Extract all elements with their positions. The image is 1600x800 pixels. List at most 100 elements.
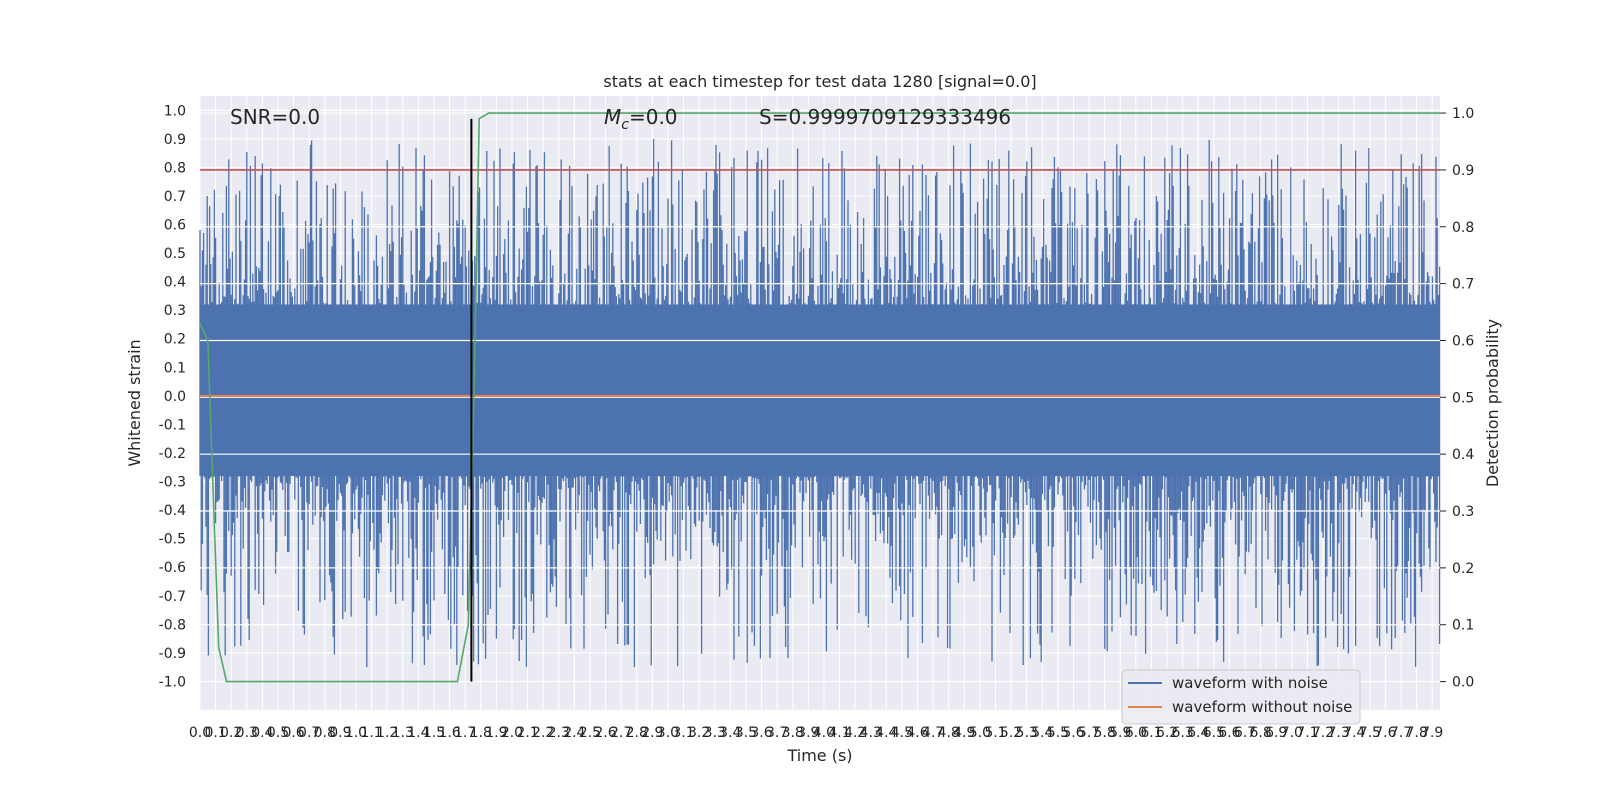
y2-tick-label: 0.4 <box>1452 447 1474 463</box>
y2-tick-label: 0.0 <box>1452 675 1474 691</box>
y-tick-label: -0.5 <box>159 532 186 548</box>
y2-axis-title: Detection probability <box>1483 319 1502 487</box>
x-tick-label: 7.8 <box>1405 725 1427 741</box>
y2-tick-label: 1.0 <box>1452 106 1474 122</box>
x-tick-label: 7.4 <box>1343 725 1365 741</box>
snr-annotation: SNR=0.0 <box>230 105 320 129</box>
y-axis-title: Whitened strain <box>125 339 144 466</box>
x-tick-label: 1.1 <box>360 725 382 741</box>
x-tick-label: 2.5 <box>579 725 601 741</box>
x-tick-label: 3.0 <box>657 725 679 741</box>
y-tick-label: -0.4 <box>159 503 186 519</box>
x-tick-label: 2.4 <box>563 725 585 741</box>
x-tick-label: 5.9 <box>1109 725 1131 741</box>
x-tick-label: 2.7 <box>610 725 632 741</box>
x-tick-label: 7.7 <box>1390 725 1412 741</box>
x-tick-label: 0.7 <box>298 725 320 741</box>
x-tick-label: 6.6 <box>1218 725 1240 741</box>
x-tick-label: 2.8 <box>626 725 648 741</box>
x-tick-label: 0.1 <box>204 725 226 741</box>
series-lines <box>199 112 1440 683</box>
x-tick-label: 6.7 <box>1234 725 1256 741</box>
x-tick-label: 6.4 <box>1187 725 1209 741</box>
y-tick-label: -0.7 <box>159 589 186 605</box>
y2-tick-label: 0.8 <box>1452 220 1474 236</box>
x-tick-label: 3.8 <box>782 725 804 741</box>
x-tick-label: 3.5 <box>735 725 757 741</box>
chart-title: stats at each timestep for test data 128… <box>603 72 1036 91</box>
x-tick-label: 2.6 <box>594 725 616 741</box>
legend-label-noise: waveform with noise <box>1172 674 1328 692</box>
y2-tick-label: 0.9 <box>1452 163 1474 179</box>
s-annotation: S=0.9999709129333496 <box>759 105 1011 129</box>
x-tick-label: 5.8 <box>1094 725 1116 741</box>
x-tick-label: 7.3 <box>1327 725 1349 741</box>
y-tick-label: 1.0 <box>164 103 186 119</box>
y2-tick-label: 0.6 <box>1452 333 1474 349</box>
x-tick-label: 4.9 <box>953 725 975 741</box>
y2-tick-label: 0.7 <box>1452 277 1474 293</box>
y-tick-label: -0.8 <box>159 617 186 633</box>
x-tick-label: 3.6 <box>750 725 772 741</box>
x-tick-label: 0.4 <box>251 725 273 741</box>
x-tick-label: 2.3 <box>548 725 570 741</box>
x-axis-title: Time (s) <box>786 746 852 765</box>
x-tick-label: 1.3 <box>392 725 414 741</box>
x-tick-label: 4.4 <box>875 725 897 741</box>
x-tick-label: 2.2 <box>532 725 554 741</box>
x-tick-label: 6.9 <box>1265 725 1287 741</box>
x-tick-label: 0.8 <box>314 725 336 741</box>
y2-tick-labels: 1.0 0.9 0.8 0.7 0.6 0.5 0.4 0.3 0.2 0.1 0.0 <box>1440 106 1474 691</box>
x-tick-label: 0.2 <box>220 725 242 741</box>
y-tick-label: -0.9 <box>159 646 186 662</box>
x-tick-label: 5.3 <box>1016 725 1038 741</box>
x-tick-label: 6.3 <box>1172 725 1194 741</box>
x-tick-label: 5.6 <box>1062 725 1084 741</box>
x-tick-label: 1.6 <box>438 725 460 741</box>
series-waveform-with-noise <box>199 139 1441 668</box>
x-tick-label: 0.9 <box>329 725 351 741</box>
x-tick-label: 6.0 <box>1125 725 1147 741</box>
y-tick-label: 0.7 <box>164 189 186 205</box>
x-tick-label: 2.9 <box>641 725 663 741</box>
y-tick-label: 0.2 <box>164 332 186 348</box>
y-tick-label: -0.1 <box>159 417 186 433</box>
x-tick-label: 7.6 <box>1374 725 1396 741</box>
y-tick-label: -0.6 <box>159 560 186 576</box>
x-tick-label: 0.6 <box>282 725 304 741</box>
y2-tick-label: 0.2 <box>1452 561 1474 577</box>
x-tick-label: 7.2 <box>1312 725 1334 741</box>
x-tick-label: 6.8 <box>1249 725 1271 741</box>
x-tick-label: 5.5 <box>1047 725 1069 741</box>
x-tick-label: 7.5 <box>1359 725 1381 741</box>
x-tick-label: 4.5 <box>891 725 913 741</box>
x-tick-label: 1.8 <box>470 725 492 741</box>
x-tick-label: 1.5 <box>423 725 445 741</box>
y-tick-label: 0.1 <box>164 360 186 376</box>
x-tick-label: 3.9 <box>797 725 819 741</box>
y-tick-label: -0.3 <box>159 475 186 491</box>
x-tick-label: 6.1 <box>1140 725 1162 741</box>
legend: waveform with noise waveform without noi… <box>1121 669 1361 725</box>
x-tick-label: 1.0 <box>345 725 367 741</box>
x-tick-label: 5.2 <box>1000 725 1022 741</box>
x-tick-label: 3.1 <box>672 725 694 741</box>
y-tick-label: 0.9 <box>164 132 186 148</box>
y-tick-label: 0.8 <box>164 160 186 176</box>
x-tick-label: 3.7 <box>766 725 788 741</box>
y-tick-label: -1.0 <box>159 674 186 690</box>
x-tick-label: 7.0 <box>1281 725 1303 741</box>
y-tick-label: 0.4 <box>164 275 186 291</box>
x-tick-label: 5.0 <box>969 725 991 741</box>
x-tick-label: 4.3 <box>860 725 882 741</box>
x-tick-label: 4.0 <box>813 725 835 741</box>
x-tick-label: 3.4 <box>719 725 741 741</box>
x-tick-label: 2.1 <box>516 725 538 741</box>
x-tick-label: 5.7 <box>1078 725 1100 741</box>
x-tick-label: 4.2 <box>844 725 866 741</box>
x-tick-labels: 0.00.10.20.30.40.50.60.70.80.91.01.11.21… <box>189 725 1443 741</box>
x-tick-label: 6.5 <box>1203 725 1225 741</box>
series-detection-probability <box>199 112 1440 683</box>
x-tick-label: 4.8 <box>938 725 960 741</box>
